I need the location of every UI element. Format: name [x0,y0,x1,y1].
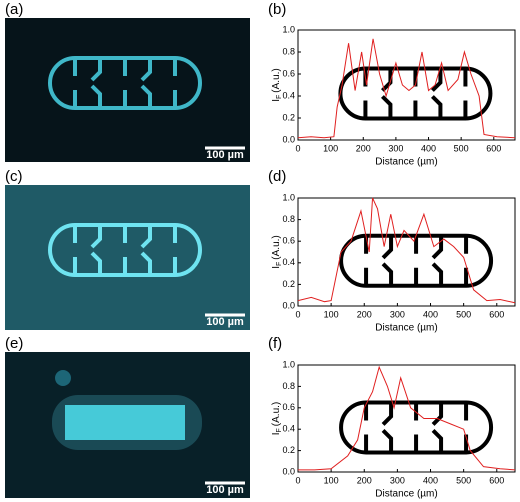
image-e [5,352,250,498]
x-tick-label: 0 [295,475,300,485]
x-tick-label: 400 [423,475,438,485]
plot-frame [297,364,516,473]
y-label-unit: (A.u.) [271,402,282,426]
y-axis-label: IF (A.u.) [271,402,283,436]
y-tick-label: 0.6 [282,68,295,78]
plot-frame [297,197,516,307]
y-tick-label: 1.0 [282,359,295,369]
y-label-sub: F [276,95,283,99]
x-axis-label: Distance (µm) [375,157,437,168]
y-label-sub: F [276,428,283,432]
y-label-main: I [271,432,282,435]
y-label-unit: (A.u.) [271,235,282,259]
x-tick-label: 400 [423,309,438,319]
y-label-main: I [271,266,282,269]
y-tick-label: 0.4 [282,257,295,267]
panel-label: (d) [268,168,286,185]
y-label-unit: (A.u.) [271,68,282,92]
y-tick-label: 0.6 [282,402,295,412]
panel-label: (e) [5,335,23,352]
y-tick-label: 0.2 [282,445,295,455]
y-tick-label: 0.4 [282,424,295,434]
y-tick-label: 1.0 [282,192,295,202]
image-c [5,185,250,330]
x-tick-label: 600 [489,309,504,319]
y-label-sub: F [276,262,283,266]
x-tick-label: 300 [390,309,405,319]
panel-label: (b) [268,1,286,18]
x-tick-label: 0 [295,309,300,319]
x-tick-label: 500 [454,143,469,153]
y-tick-label: 0.0 [282,134,295,144]
data-line [297,197,516,304]
data-line [298,365,516,471]
x-tick-label: 500 [456,475,471,485]
y-tick-label: 0.0 [282,300,295,310]
scale-bar-label: 100 µm [206,316,244,328]
x-axis-label: Distance (µm) [375,489,437,500]
y-tick-label: 0.6 [282,236,295,246]
x-tick-label: 300 [388,143,403,153]
x-tick-label: 100 [324,309,339,319]
x-tick-label: 200 [356,143,371,153]
x-tick-label: 200 [357,309,372,319]
x-tick-label: 0 [295,143,300,153]
y-tick-label: 1.0 [282,24,295,34]
scale-bar-label: 100 µm [206,149,244,161]
data-line [297,38,516,139]
structure-overlay [338,66,493,121]
scale-bar [205,146,245,485]
y-tick-label: 0.8 [282,214,295,224]
panel-label: (c) [5,168,23,185]
x-tick-label: 600 [486,143,501,153]
plot-frame [297,29,516,141]
y-tick-label: 0.4 [282,90,295,100]
x-tick-label: 300 [390,475,405,485]
y-tick-label: 0.0 [282,466,295,476]
x-tick-label: 400 [421,143,436,153]
x-tick-label: 200 [357,475,372,485]
y-tick-label: 0.2 [282,112,295,122]
y-tick-label: 0.2 [282,279,295,289]
x-tick-label: 100 [324,475,339,485]
y-tick-label: 0.8 [282,46,295,56]
panel-label: (f) [268,335,282,352]
panel-label: (a) [5,1,23,18]
y-tick-label: 0.8 [282,381,295,391]
x-tick-label: 100 [323,143,338,153]
y-axis-label: IF (A.u.) [271,68,283,102]
structure-overlay [339,233,494,288]
y-axis-label: IF (A.u.) [271,235,283,269]
x-axis-label: Distance (µm) [375,323,437,334]
x-tick-label: 500 [456,309,471,319]
y-label-main: I [271,99,282,102]
image-a [5,18,250,162]
scale-bar-label: 100 µm [206,484,244,496]
x-tick-label: 600 [489,475,504,485]
